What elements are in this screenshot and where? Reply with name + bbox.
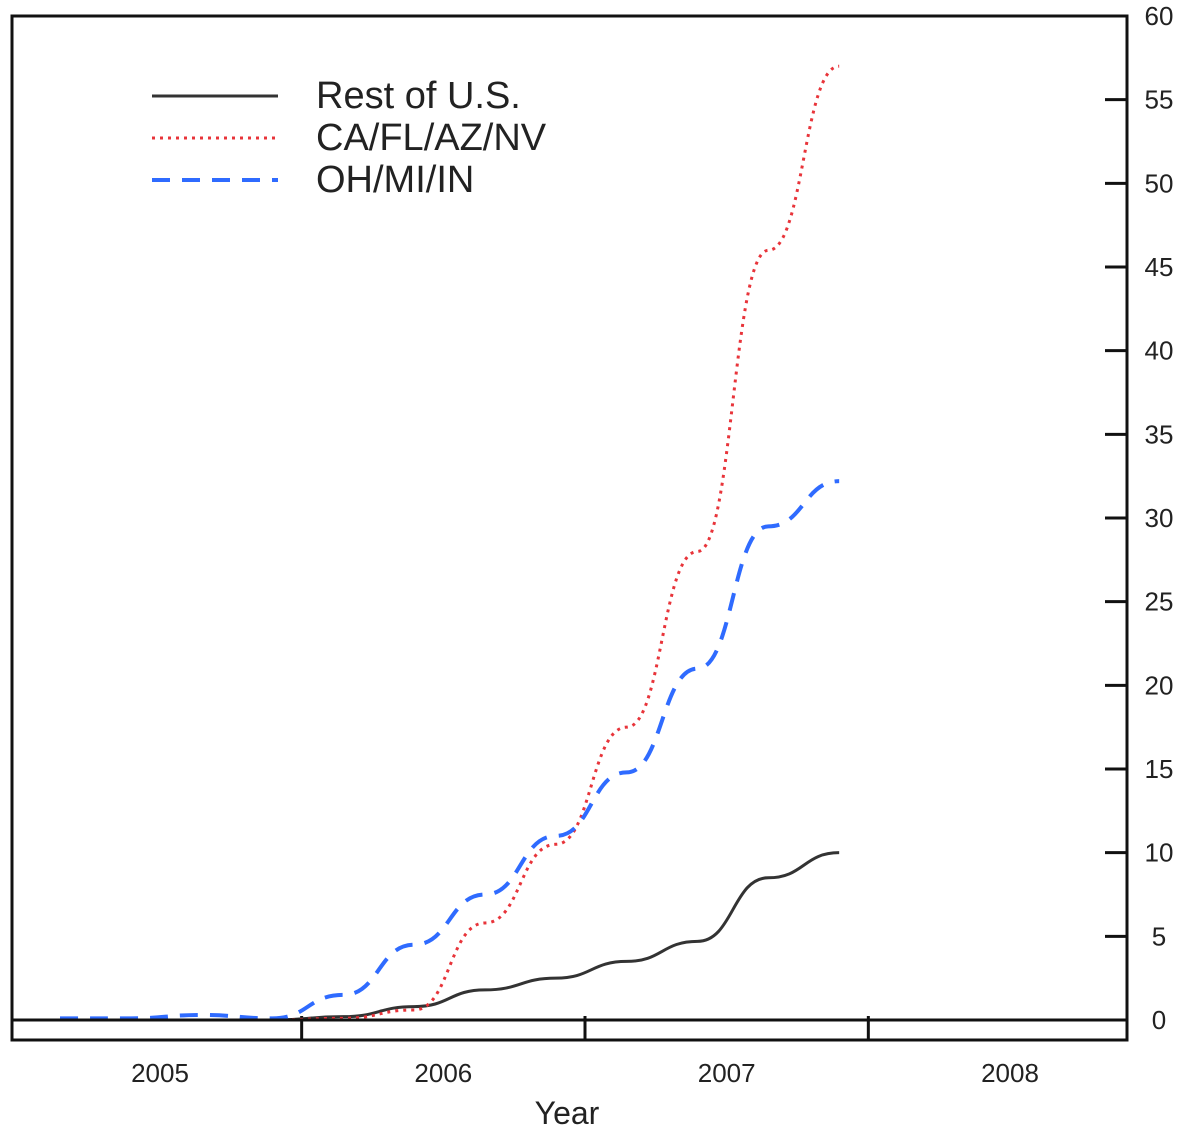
x-tick-label: 2008 [981, 1058, 1039, 1088]
series-line-ca-fl-az-nv [60, 64, 840, 1022]
y-tick-label: 15 [1145, 754, 1174, 784]
y-tick-label: 30 [1145, 503, 1174, 533]
y-tick-label: 60 [1145, 1, 1174, 31]
legend-label-oh-mi-in: OH/MI/IN [316, 159, 474, 201]
series-line-oh-mi-in [60, 479, 840, 1021]
y-tick-label: 5 [1152, 921, 1166, 951]
x-tick-label: 2005 [131, 1058, 189, 1088]
x-tick-label: 2007 [698, 1058, 756, 1088]
x-axis-title: Year [535, 1095, 600, 1131]
y-tick-label: 40 [1145, 336, 1174, 366]
y-axis: 0 5 10 15 20 25 30 35 40 45 50 55 60 [1105, 1, 1173, 1035]
y-tick-label: 10 [1145, 838, 1174, 868]
legend: Rest of U.S. CA/FL/AZ/NV OH/MI/IN [152, 75, 547, 201]
y-tick-label: 35 [1145, 419, 1174, 449]
y-tick-label: 0 [1152, 1005, 1166, 1035]
series-line-rest-of-u-s [60, 851, 840, 1022]
y-tick-label: 55 [1145, 85, 1174, 115]
legend-label-rest-of-us: Rest of U.S. [316, 75, 521, 117]
y-tick-label: 25 [1145, 587, 1174, 617]
y-tick-label: 50 [1145, 168, 1174, 198]
y-tick-label: 20 [1145, 670, 1174, 700]
x-tick-label: 2006 [414, 1058, 472, 1088]
y-tick-label: 45 [1145, 252, 1174, 282]
series-layer [60, 64, 840, 1022]
legend-label-ca-fl-az-nv: CA/FL/AZ/NV [316, 117, 547, 159]
plot-frame [10, 14, 1129, 1042]
x-axis: 2005 2006 2007 2008 [131, 1016, 1039, 1088]
